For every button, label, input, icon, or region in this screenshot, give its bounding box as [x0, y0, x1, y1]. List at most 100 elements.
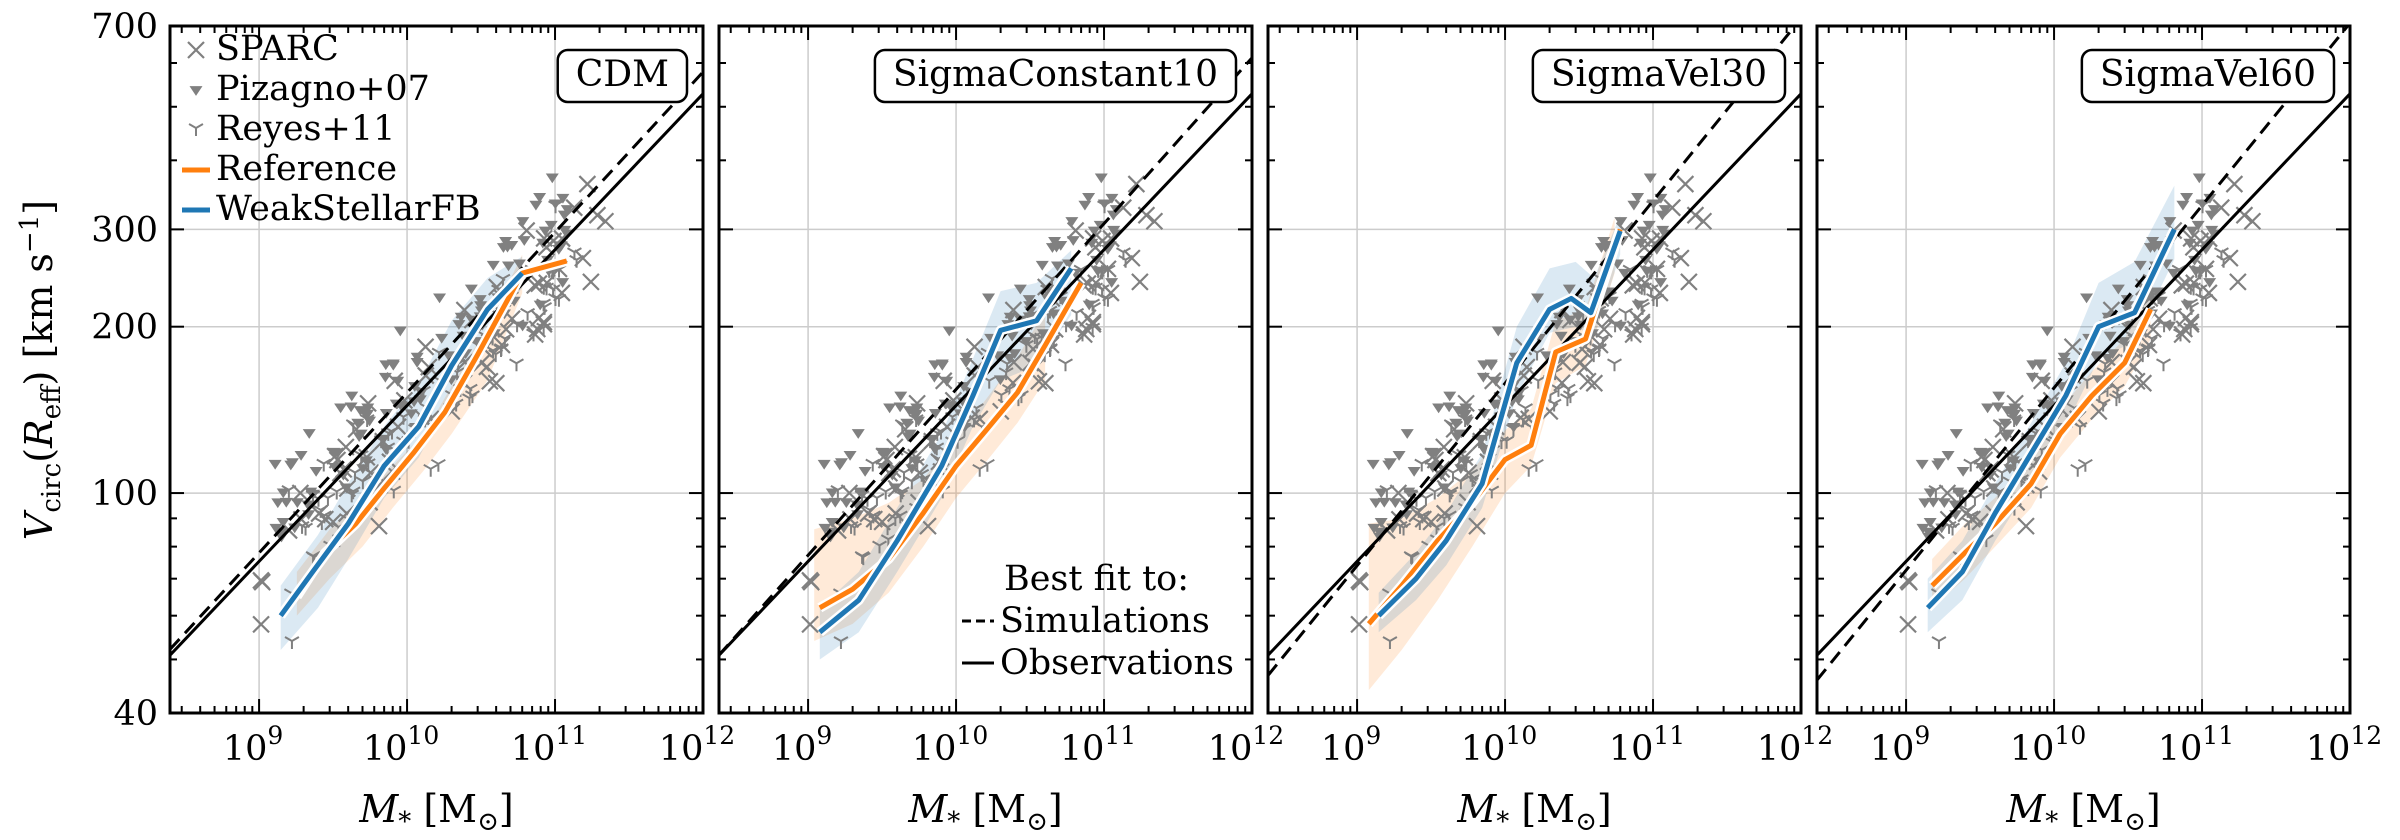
reyes-point: [1086, 301, 1102, 315]
x-tick-label: 109: [1870, 721, 1930, 769]
pizagno-point: [1476, 372, 1490, 383]
y-tick-label: 700: [91, 7, 158, 47]
sparc-point: [596, 212, 615, 231]
observations-fit-line: [1817, 92, 2350, 657]
pizagno-point: [1369, 498, 1383, 509]
pizagno-point: [294, 450, 308, 461]
reyes-point: [1093, 264, 1109, 278]
fit-legend-label: Observations: [1000, 643, 1234, 683]
series-line-Reference: [1366, 228, 1623, 626]
reyes-point: [872, 540, 887, 554]
reyes-point: [1029, 334, 1045, 347]
sparc-point: [1127, 175, 1146, 193]
sparc-point: [1351, 573, 1369, 591]
reyes-point: [423, 463, 439, 477]
pizagno-point: [1923, 488, 1937, 499]
pizagno-point: [501, 261, 515, 272]
reyes-point: [1667, 254, 1683, 268]
pizagno-point: [817, 459, 831, 470]
pizagno-point: [486, 260, 500, 271]
sparc-point: [802, 573, 820, 591]
pizagno-point: [2148, 242, 2162, 253]
pizagno-point: [1636, 226, 1650, 237]
pizagno-point: [331, 448, 345, 458]
reyes-point: [1443, 419, 1459, 432]
pizagno-point: [1491, 326, 1505, 337]
pizagno-point: [2185, 226, 2199, 237]
pizagno-point: [2089, 351, 2103, 362]
pizagno-point: [560, 205, 574, 215]
reyes-point: [1069, 307, 1085, 321]
pizagno-point: [1918, 498, 1932, 509]
pizagno-point: [1599, 242, 1613, 253]
pizagno-point: [512, 259, 526, 270]
pizagno-point: [2103, 331, 2117, 342]
reyes-point: [360, 458, 376, 471]
x-tick-label: 1012: [659, 721, 735, 769]
series-line-WeakStellarFB: [278, 271, 525, 618]
pizagno-point: [1634, 238, 1648, 249]
pizagno-point: [351, 418, 365, 429]
pizagno-point: [1082, 192, 1096, 203]
sparc-point: [1591, 336, 1609, 354]
reyes-point: [1562, 390, 1578, 404]
reyes-point: [316, 458, 332, 472]
reyes-point: [904, 476, 920, 490]
reyes-point: [1379, 485, 1395, 498]
pizagno-point: [454, 312, 468, 323]
reyes-point: [359, 414, 375, 428]
reyes-point: [526, 328, 541, 342]
x-tick-label: 1010: [2010, 721, 2086, 769]
reyes-point: [916, 474, 931, 488]
pizagno-point: [2041, 401, 2055, 412]
pizagno-point: [2040, 326, 2054, 337]
reyes-point: [2109, 383, 2125, 397]
legend-label: Reference: [216, 149, 397, 189]
pizagno-point: [2033, 360, 2047, 371]
pizagno-point: [824, 527, 838, 538]
panel-title-box: [873, 48, 1238, 104]
reyes-point: [2033, 485, 2049, 499]
x-tick-label: 1012: [1208, 721, 1284, 769]
reyes-point: [894, 486, 910, 500]
pizagno-point: [910, 403, 924, 414]
reyes-point: [1453, 476, 1469, 490]
pizagno-point: [1048, 237, 1062, 247]
x-tick-label: 109: [223, 721, 283, 769]
pizagno-point: [1013, 284, 1027, 295]
sparc-point: [1468, 517, 1486, 535]
pizagno-point: [1948, 500, 1962, 511]
pizagno-point: [1922, 527, 1936, 538]
reyes-point: [355, 476, 371, 490]
pizagno-point: [1426, 463, 1440, 473]
reyes-point: [909, 458, 925, 471]
x-tick-label: 109: [772, 721, 832, 769]
pizagno-point: [268, 459, 282, 470]
sparc-point: [370, 517, 388, 535]
panel-frame: [1266, 24, 1803, 715]
pizagno-point: [1998, 418, 2012, 429]
reyes-point: [1994, 467, 2010, 481]
pizagno-point: [1087, 226, 1101, 237]
pizagno-point: [1407, 466, 1421, 477]
sparc-point: [1579, 372, 1597, 391]
reyes-point: [1085, 322, 1101, 336]
reyes-point: [2183, 322, 2199, 336]
reyes-point: [2216, 254, 2232, 268]
reyes-point: [495, 273, 511, 287]
reyes-point: [2192, 284, 2208, 298]
sparc-point: [801, 615, 819, 634]
reyes-point: [1465, 474, 1480, 488]
reyes-point: [972, 463, 988, 477]
pizagno-point: [541, 255, 555, 266]
legend-label: SPARC: [216, 29, 339, 69]
pizagno-point: [2025, 372, 2039, 383]
pizagno-point: [1655, 210, 1669, 221]
reyes-point: [1457, 414, 1473, 428]
reyes-point: [999, 358, 1015, 372]
pizagno-point: [1926, 497, 1940, 508]
x-tick-label: 1011: [511, 721, 587, 769]
pizagno-point: [893, 402, 907, 413]
reyes-point: [2077, 458, 2093, 472]
reyes-point: [1528, 458, 1544, 472]
